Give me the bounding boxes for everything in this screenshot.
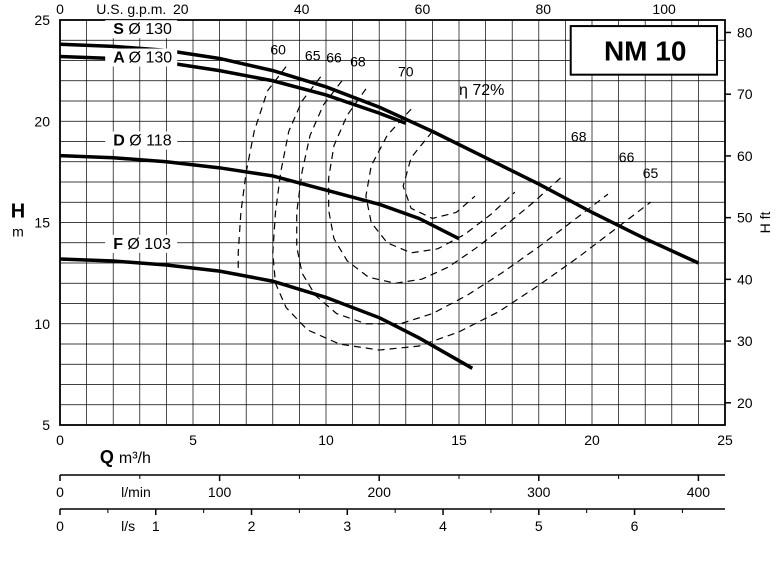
curve-label-D: D Ø 118 — [113, 133, 172, 150]
y-tick-label: 10 — [34, 316, 50, 332]
x-tick-label: 0 — [56, 432, 64, 448]
y-tick-label: 20 — [34, 113, 50, 129]
ls-tick: 0 — [56, 518, 64, 534]
y-tick-label: 25 — [34, 12, 50, 28]
x-top-tick: 0 — [56, 1, 64, 17]
ls-tick: 5 — [535, 518, 543, 534]
efficiency-label: 66 — [326, 50, 342, 66]
y-tick-label: 15 — [34, 215, 50, 231]
lmin-tick: 0 — [56, 484, 64, 500]
y-right-tick: 20 — [737, 395, 753, 411]
ls-tick: 1 — [152, 518, 160, 534]
efficiency-main-label: η 72% — [459, 82, 504, 99]
y-right-tick: 80 — [737, 24, 753, 40]
x-tick-label: 10 — [318, 432, 334, 448]
x-tick-label: 25 — [717, 432, 733, 448]
x-tick-label: 20 — [584, 432, 600, 448]
x-top-tick: 40 — [294, 1, 310, 17]
x-tick-label: 5 — [189, 432, 197, 448]
y-right-label: H ft — [757, 212, 773, 234]
ls-tick: 4 — [439, 518, 447, 534]
pump-curve-chart: 6065656666686870S Ø 130A Ø 130D Ø 118F Ø… — [0, 0, 779, 562]
x-top-tick: 20 — [173, 1, 189, 17]
ls-tick: 3 — [343, 518, 351, 534]
lmin-tick: 300 — [527, 484, 551, 500]
lmin-tick: 100 — [208, 484, 232, 500]
efficiency-label: 66 — [619, 149, 635, 165]
curve-label-S: S Ø 130 — [113, 21, 172, 38]
x-top-label: U.S. g.p.m. — [96, 1, 166, 17]
y-right-tick: 60 — [737, 148, 753, 164]
lmin-tick: 400 — [687, 484, 711, 500]
efficiency-label: 70 — [398, 64, 414, 80]
ls-label: l/s — [121, 518, 135, 534]
efficiency-label: 65 — [643, 165, 659, 181]
lmin-label: l/min — [121, 484, 151, 500]
x-label-Q: Q m³/h — [100, 447, 151, 467]
curve-D — [60, 156, 459, 239]
curve-F — [60, 259, 472, 368]
y-right-tick: 40 — [737, 271, 753, 287]
efficiency-label: 68 — [350, 54, 366, 70]
ls-tick: 6 — [631, 518, 639, 534]
y-right-tick: 50 — [737, 210, 753, 226]
y-label-H: H — [11, 201, 25, 223]
y-label-unit: m — [12, 224, 24, 240]
ls-tick: 2 — [248, 518, 256, 534]
curve-label-A: A Ø 130 — [113, 50, 172, 67]
y-right-tick: 30 — [737, 333, 753, 349]
x-top-tick: 60 — [415, 1, 431, 17]
chart-title: NM 10 — [604, 36, 686, 67]
efficiency-label: 68 — [571, 129, 587, 145]
y-right-tick: 70 — [737, 86, 753, 102]
y-tick-label: 5 — [42, 417, 50, 433]
efficiency-label: 60 — [270, 41, 286, 57]
lmin-tick: 200 — [368, 484, 392, 500]
efficiency-label: 65 — [305, 48, 321, 64]
curve-label-F: F Ø 103 — [113, 236, 171, 253]
x-top-tick: 80 — [535, 1, 551, 17]
x-tick-label: 15 — [451, 432, 467, 448]
x-top-tick: 100 — [652, 1, 676, 17]
